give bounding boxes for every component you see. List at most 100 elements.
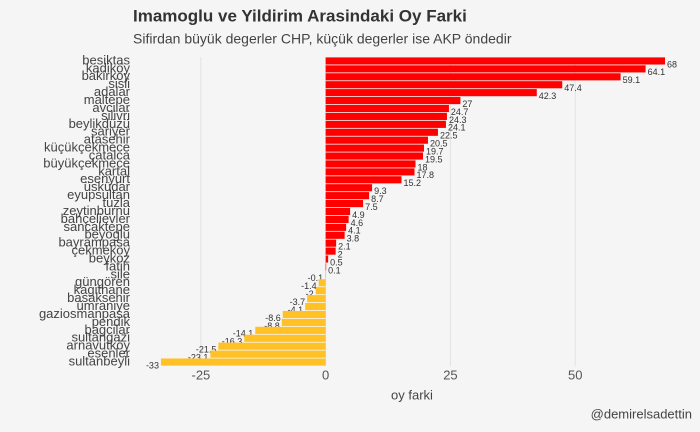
y-tick-label: silivri [101,108,130,123]
y-tick-label: beylikdüzü [69,116,130,131]
bar [325,247,336,255]
value-label: -16.3 [222,337,243,347]
value-label: -33 [146,360,159,370]
x-axis-label: oy farki [391,387,433,402]
bar [160,358,326,366]
x-tick-label: 0 [322,367,329,382]
y-tick-label: zeytinburnu [63,203,130,218]
bar [325,81,563,89]
y-tick-label: bayrampasa [58,235,130,250]
value-label: 27 [462,99,472,109]
y-tick-label: basaksehir [67,290,131,305]
y-tick-label: güngören [75,274,130,289]
value-label: 3.8 [347,234,360,244]
y-tick-label: üsküdar [84,179,131,194]
bar [210,350,326,358]
value-label: 59.1 [623,75,641,85]
bar [325,231,345,239]
value-label: 15.2 [404,178,422,188]
bar [325,168,415,176]
value-label: -21.5 [196,345,217,355]
bar [325,215,349,223]
y-tick-label: kadiköy [86,60,131,75]
bar [325,184,373,192]
bar [325,239,337,247]
y-tick-label: sultanbeyli [69,353,131,368]
y-tick-label: esenyurt [80,171,130,186]
bar [325,223,347,231]
y-tick-label: küçükçekmece [44,140,130,155]
bar [325,176,402,184]
value-label: 24.3 [449,115,467,125]
bar [325,192,370,200]
bar [325,152,423,160]
value-label: -14.1 [233,329,254,339]
value-label: 20.5 [430,139,448,149]
bar [307,295,326,303]
bar [218,342,326,350]
bar [315,287,326,295]
value-label: 19.7 [426,146,444,156]
bar [244,334,326,342]
x-tick-label: -25 [191,367,210,382]
y-tick-label: ümraniye [77,298,130,313]
value-label: 2.1 [338,242,351,252]
y-tick-label: sultangazi [71,330,130,345]
value-label: 2 [338,249,343,259]
y-tick-label: bakirköy [82,68,131,83]
value-label: 9.3 [374,186,387,196]
value-label: -2 [306,289,314,299]
bar [325,144,424,152]
y-tick-label: arnavutköy [66,338,130,353]
y-tick-label: maltepe [84,92,130,107]
bar [305,303,326,311]
value-label: 24.7 [451,107,469,117]
bar [325,65,646,73]
caption: @demirelsadettin [591,406,692,421]
bar [318,279,326,287]
value-label: 0.5 [330,257,343,267]
value-label: 7.5 [365,202,378,212]
bar [325,255,329,263]
y-tick-label: bahçelievler [61,211,131,226]
value-label: 18 [417,162,427,172]
y-tick-label: beyoglu [84,227,130,242]
bar [255,326,326,334]
chart-title: Imamoglu ve Yildirim Arasindaki Oy Farki [133,6,467,25]
y-tick-label: sile [110,266,130,281]
value-label: -8.6 [265,313,281,323]
bar [325,112,447,120]
value-label: 19.5 [425,154,443,164]
value-label: 0.1 [328,265,341,275]
value-label: 64.1 [648,67,666,77]
y-tick-label: kagithane [74,282,130,297]
chart-subtitle: Sifirdan büyük degerler CHP, küçük deger… [133,31,512,47]
y-tick-label: atasehir [84,132,131,147]
bar [325,57,666,65]
bar [325,200,364,208]
value-label: -8.8 [264,321,280,331]
y-tick-label: gaziosmanpasa [39,306,131,321]
bar [325,104,449,113]
value-label: -4.1 [288,305,304,315]
bar [325,89,537,97]
y-tick-label: çekmeköy [71,243,130,258]
bar [282,310,326,319]
y-tick-label: sisli [108,76,130,91]
value-label: -23.1 [188,352,209,362]
y-tick-label: bagcilar [84,322,130,337]
bar [325,97,461,105]
y-tick-label: kartal [98,163,130,178]
value-label: -1.4 [301,281,317,291]
value-label: 24.1 [448,123,466,133]
value-label: -0.1 [308,273,324,283]
x-tick-label: 50 [568,367,582,382]
value-label: 8.7 [371,194,384,204]
y-tick-label: büyükçekmece [43,155,130,170]
bar [325,160,416,168]
value-label: 4.9 [352,210,365,220]
x-tick-label: 25 [443,367,457,382]
bar [325,128,438,136]
y-tick-label: eyupsultan [67,187,130,202]
